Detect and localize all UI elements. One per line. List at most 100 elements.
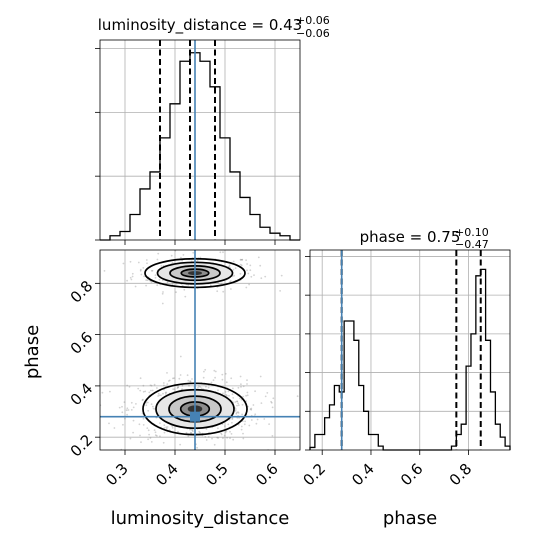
x-axis-label-luminosity-distance: luminosity_distance: [111, 508, 290, 529]
2d-yticklabel: 0.4: [67, 380, 97, 410]
2d-scatter-point: [256, 418, 259, 421]
2d-scatter-point: [181, 384, 184, 387]
2d-scatter-point: [150, 389, 152, 392]
2d-scatter-point: [189, 380, 191, 383]
2d-scatter-point: [160, 394, 162, 397]
2d-scatter-point: [246, 379, 248, 382]
hist-luminosity-distance-title-plus: +0.06: [296, 14, 330, 27]
2d-scatter-point: [216, 290, 219, 293]
2d-scatter-point: [137, 387, 140, 390]
2d-scatter-point: [166, 372, 168, 374]
2d-scatter-point: [175, 291, 177, 294]
2d-scatter-point: [213, 369, 216, 372]
2d-scatter-point: [249, 408, 252, 410]
2d-yticklabel: 0.6: [67, 328, 97, 358]
2d-scatter-point: [231, 393, 234, 396]
2d-scatter-point: [160, 265, 163, 267]
2d-scatter-point: [121, 411, 124, 414]
2d-scatter-point: [242, 432, 244, 435]
2d-scatter-point: [213, 443, 216, 446]
2d-scatter-point: [132, 419, 135, 422]
2d-scatter-point: [139, 269, 142, 272]
2d-scatter-point: [154, 431, 157, 434]
2d-scatter-point: [197, 386, 199, 389]
2d-scatter-point: [142, 390, 145, 393]
2d-scatter-point: [245, 394, 248, 397]
2d-scatter-point: [177, 386, 179, 389]
2d-scatter-point: [234, 409, 237, 412]
2d-scatter-point: [239, 263, 242, 266]
2d-scatter-point: [126, 413, 128, 416]
2d-scatter-point: [230, 280, 232, 282]
2d-scatter-point: [108, 422, 110, 425]
2d-scatter-point: [156, 284, 159, 287]
2d-truth-marker: [190, 411, 200, 422]
2d-scatter-point: [249, 269, 252, 272]
2d-scatter-point: [121, 405, 123, 408]
2d-scatter-point: [209, 284, 212, 286]
2d-scatter-point: [126, 279, 128, 282]
2d-scatter-point: [250, 408, 253, 411]
hist-phase-title-minus: −0.47: [455, 238, 489, 251]
2d-scatter-point: [279, 290, 281, 292]
2d-scatter-point: [130, 401, 133, 404]
2d-yticklabel: 0.8: [67, 277, 97, 307]
2d-scatter-point: [231, 417, 234, 420]
2d-scatter-point: [191, 429, 194, 432]
2d-scatter-point: [205, 428, 208, 430]
2d-scatter-point: [157, 392, 160, 395]
2d-scatter-point: [205, 385, 207, 388]
y-axis-label-phase: phase: [22, 325, 43, 379]
2d-scatter-point: [134, 285, 137, 288]
2d-scatter-point: [150, 441, 153, 443]
2d-scatter-point: [240, 428, 243, 431]
hist-phase-xticklabel: 0.6: [397, 460, 427, 490]
2d-scatter-point: [240, 398, 243, 401]
2d-scatter-point: [157, 395, 160, 397]
2d-scatter-point: [220, 432, 223, 435]
2d-scatter-point: [181, 259, 184, 262]
2d-scatter-point: [171, 283, 174, 286]
2d-scatter-point: [225, 394, 228, 396]
2d-scatter-point: [179, 355, 182, 358]
2d-scatter-point: [145, 402, 148, 404]
2d-scatter-point: [163, 431, 166, 434]
2d-scatter-point: [146, 401, 149, 404]
2d-scatter-point: [164, 391, 167, 394]
2d-scatter-point: [129, 276, 132, 279]
2d-density-panel: 0.3 0.4 0.5 0.6 0.2 0.4 0.6 0.8: [67, 249, 301, 490]
2d-scatter-point: [179, 374, 182, 376]
2d-scatter-point: [221, 373, 224, 376]
2d-scatter-point: [153, 383, 156, 386]
2d-xticklabel: 0.4: [152, 460, 182, 490]
2d-scatter-point: [142, 384, 145, 387]
2d-scatter-point: [188, 384, 190, 387]
2d-scatter-point: [140, 273, 143, 276]
2d-scatter-point: [113, 427, 116, 429]
2d-scatter-point: [228, 264, 231, 266]
2d-scatter-point: [180, 256, 182, 259]
2d-scatter-point: [217, 437, 220, 439]
2d-scatter-point: [181, 388, 184, 390]
2d-scatter-point: [184, 295, 187, 298]
2d-scatter-point: [214, 376, 217, 379]
2d-scatter-point: [240, 383, 242, 386]
2d-scatter-point: [240, 259, 242, 261]
2d-scatter-point: [224, 391, 227, 393]
2d-scatter-point: [222, 251, 224, 254]
2d-scatter-point: [241, 403, 244, 406]
2d-scatter-point: [170, 254, 173, 257]
2d-scatter-point: [253, 274, 255, 276]
2d-scatter-point: [165, 391, 168, 394]
2d-scatter-point: [163, 424, 166, 427]
2d-scatter-point: [139, 434, 141, 437]
2d-scatter-point: [224, 431, 227, 434]
2d-scatter-point: [264, 395, 267, 398]
2d-scatter-point: [247, 272, 250, 275]
2d-xticklabel: 0.3: [102, 460, 132, 490]
2d-scatter-point: [237, 412, 240, 414]
2d-scatter-point: [212, 379, 215, 382]
2d-scatter-point: [225, 430, 228, 432]
hist-phase-ticks: [305, 256, 469, 455]
2d-scatter-point: [296, 395, 299, 398]
